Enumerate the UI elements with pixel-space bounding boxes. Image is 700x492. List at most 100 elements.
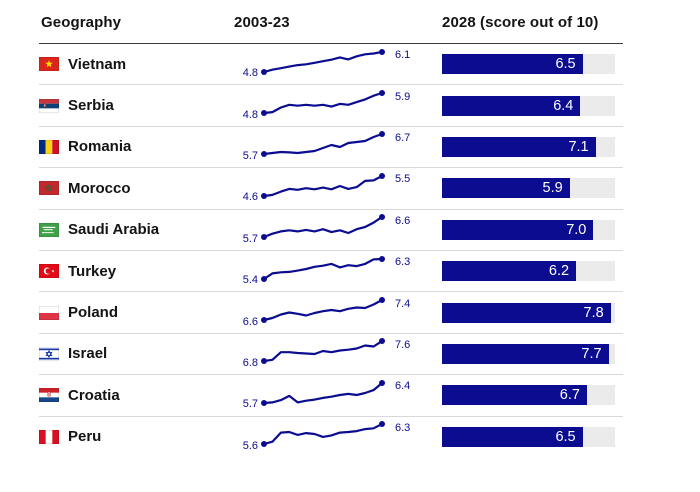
country-label: Turkey (68, 262, 117, 280)
saudi-arabia-flag-icon (39, 222, 59, 237)
score-bar-label: 6.2 (548, 263, 570, 280)
trend-start-value: 4.8 (242, 108, 258, 121)
geography-cell: Poland (39, 304, 234, 321)
score-bar-track: 7.8 (442, 302, 615, 323)
trend-cell: 4.8 5.9 (234, 86, 442, 125)
trend-start-value: 5.6 (242, 439, 258, 452)
geography-cell: Turkey (39, 263, 234, 280)
table-row: Israel 6.8 7.6 7.7 (39, 334, 623, 376)
score-bar-track: 7.1 (442, 136, 615, 157)
trend-cell: 5.4 6.3 (234, 252, 442, 291)
trend-start-value: 5.7 (242, 398, 258, 411)
table-row: Serbia 4.8 5.9 6.4 (39, 85, 623, 127)
trend-sparkline (260, 210, 392, 249)
table-row: Poland 6.6 7.4 7.8 (39, 292, 623, 334)
trend-start-value: 5.7 (242, 232, 258, 245)
score-cell: 7.0 (442, 219, 623, 240)
score-bar-fill: 6.2 (442, 261, 577, 282)
trend-sparkline (260, 334, 392, 373)
country-label: Poland (68, 304, 119, 322)
trend-sparkline (260, 86, 392, 125)
score-bar-label: 7.1 (568, 138, 589, 155)
country-label: Israel (68, 345, 108, 363)
trend-end-value: 6.4 (395, 380, 411, 393)
score-bar-label: 5.9 (542, 180, 563, 197)
romania-flag-icon (39, 139, 59, 154)
trend-end-value: 5.5 (395, 173, 411, 186)
score-bar-label: 7.0 (566, 221, 587, 238)
column-header-score: 2028 (score out of 10) (442, 14, 599, 31)
table-rows: Vietnam 4.8 6.1 6.5 Serbia 4.8 5.9 (39, 44, 623, 457)
table-row: Vietnam 4.8 6.1 6.5 (39, 44, 623, 86)
score-bar-label: 6.4 (553, 97, 574, 114)
trend-start-value: 5.4 (242, 274, 258, 287)
score-bar-fill: 7.0 (442, 219, 594, 240)
score-bar-track: 6.7 (442, 385, 615, 406)
score-cell: 7.7 (442, 343, 623, 364)
score-bar-label: 6.7 (559, 387, 580, 404)
trend-cell: 5.7 6.7 (234, 127, 442, 166)
country-label: Peru (68, 428, 102, 446)
trend-end-value: 7.6 (395, 338, 411, 351)
score-bar-label: 7.8 (583, 304, 604, 321)
trend-end-value: 7.4 (395, 297, 411, 310)
score-bar-track: 6.5 (442, 54, 615, 75)
score-bar-fill: 7.8 (442, 302, 611, 323)
table-row: Peru 5.6 6.3 6.5 (39, 417, 623, 457)
score-bar-track: 6.2 (442, 261, 615, 282)
trend-sparkline (260, 417, 392, 456)
serbia-flag-icon (39, 98, 59, 113)
vietnam-flag-icon (39, 57, 59, 72)
morocco-flag-icon (39, 181, 59, 196)
score-cell: 6.2 (442, 261, 623, 282)
score-bar-fill: 5.9 (442, 178, 570, 199)
score-bar-track: 5.9 (442, 178, 615, 199)
country-label: Croatia (68, 386, 120, 404)
score-bar-fill: 7.1 (442, 136, 596, 157)
score-cell: 7.1 (442, 136, 623, 157)
score-cell: 7.8 (442, 302, 623, 323)
trend-cell: 6.8 7.6 (234, 334, 442, 373)
trend-cell: 4.6 5.5 (234, 169, 442, 208)
country-label: Vietnam (68, 55, 127, 73)
turkey-flag-icon (39, 264, 59, 279)
trend-sparkline (260, 45, 392, 84)
trend-sparkline (260, 252, 392, 291)
score-cell: 5.9 (442, 178, 623, 199)
score-bar-label: 7.7 (581, 345, 602, 362)
country-score-table: Geography 2003-23 2028 (score out of 10)… (39, 12, 623, 457)
israel-flag-icon (39, 346, 59, 361)
score-bar-fill: 6.5 (442, 426, 583, 447)
geography-cell: Romania (39, 138, 234, 155)
trend-cell: 5.7 6.6 (234, 210, 442, 249)
trend-sparkline (260, 127, 392, 166)
score-bar-label: 6.5 (555, 56, 576, 73)
trend-cell: 5.7 6.4 (234, 376, 442, 415)
table-header-row: Geography 2003-23 2028 (score out of 10) (39, 12, 623, 44)
score-bar-track: 7.7 (442, 343, 615, 364)
country-label: Morocco (68, 179, 131, 197)
table-row: Croatia 5.7 6.4 6.7 (39, 375, 623, 417)
trend-cell: 4.8 6.1 (234, 45, 442, 84)
croatia-flag-icon (39, 388, 59, 403)
score-bar-label: 6.5 (555, 428, 576, 445)
table-row: Romania 5.7 6.7 7.1 (39, 127, 623, 169)
score-bar-track: 6.4 (442, 95, 615, 116)
geography-cell: Vietnam (39, 56, 234, 73)
trend-sparkline (260, 169, 392, 208)
trend-end-value: 6.1 (395, 49, 411, 62)
trend-start-value: 4.6 (242, 191, 258, 204)
trend-sparkline (260, 376, 392, 415)
table-row: Saudi Arabia 5.7 6.6 7.0 (39, 210, 623, 251)
trend-start-value: 5.7 (242, 149, 258, 162)
country-label: Saudi Arabia (68, 221, 160, 239)
table-row: Morocco 4.6 5.5 5.9 (39, 168, 623, 210)
geography-cell: Morocco (39, 180, 234, 197)
trend-end-value: 6.3 (395, 256, 411, 269)
country-label: Romania (68, 138, 132, 156)
geography-cell: Peru (39, 428, 234, 445)
poland-flag-icon (39, 305, 59, 320)
geography-cell: Saudi Arabia (39, 221, 234, 238)
score-bar-track: 7.0 (442, 219, 615, 240)
score-cell: 6.5 (442, 54, 623, 75)
